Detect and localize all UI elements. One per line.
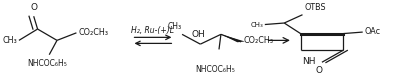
Text: O: O (315, 66, 322, 75)
Text: CH₃: CH₃ (251, 22, 263, 28)
Text: CH₃: CH₃ (167, 22, 181, 31)
Text: OH: OH (192, 30, 205, 39)
Polygon shape (221, 34, 245, 42)
Text: NHCOC₆H₅: NHCOC₆H₅ (195, 65, 235, 74)
Text: CO₂CH₃: CO₂CH₃ (79, 28, 109, 37)
Text: NHCOC₆H₅: NHCOC₆H₅ (27, 59, 67, 68)
Text: CO₂CH₃: CO₂CH₃ (243, 36, 273, 45)
Text: O: O (30, 3, 37, 12)
Text: OAc: OAc (364, 27, 381, 36)
Text: NH: NH (302, 57, 316, 66)
Text: OTBS: OTBS (304, 3, 326, 12)
Text: CH₃: CH₃ (3, 36, 17, 45)
Text: H₂, Ru-(+)L: H₂, Ru-(+)L (132, 26, 174, 35)
